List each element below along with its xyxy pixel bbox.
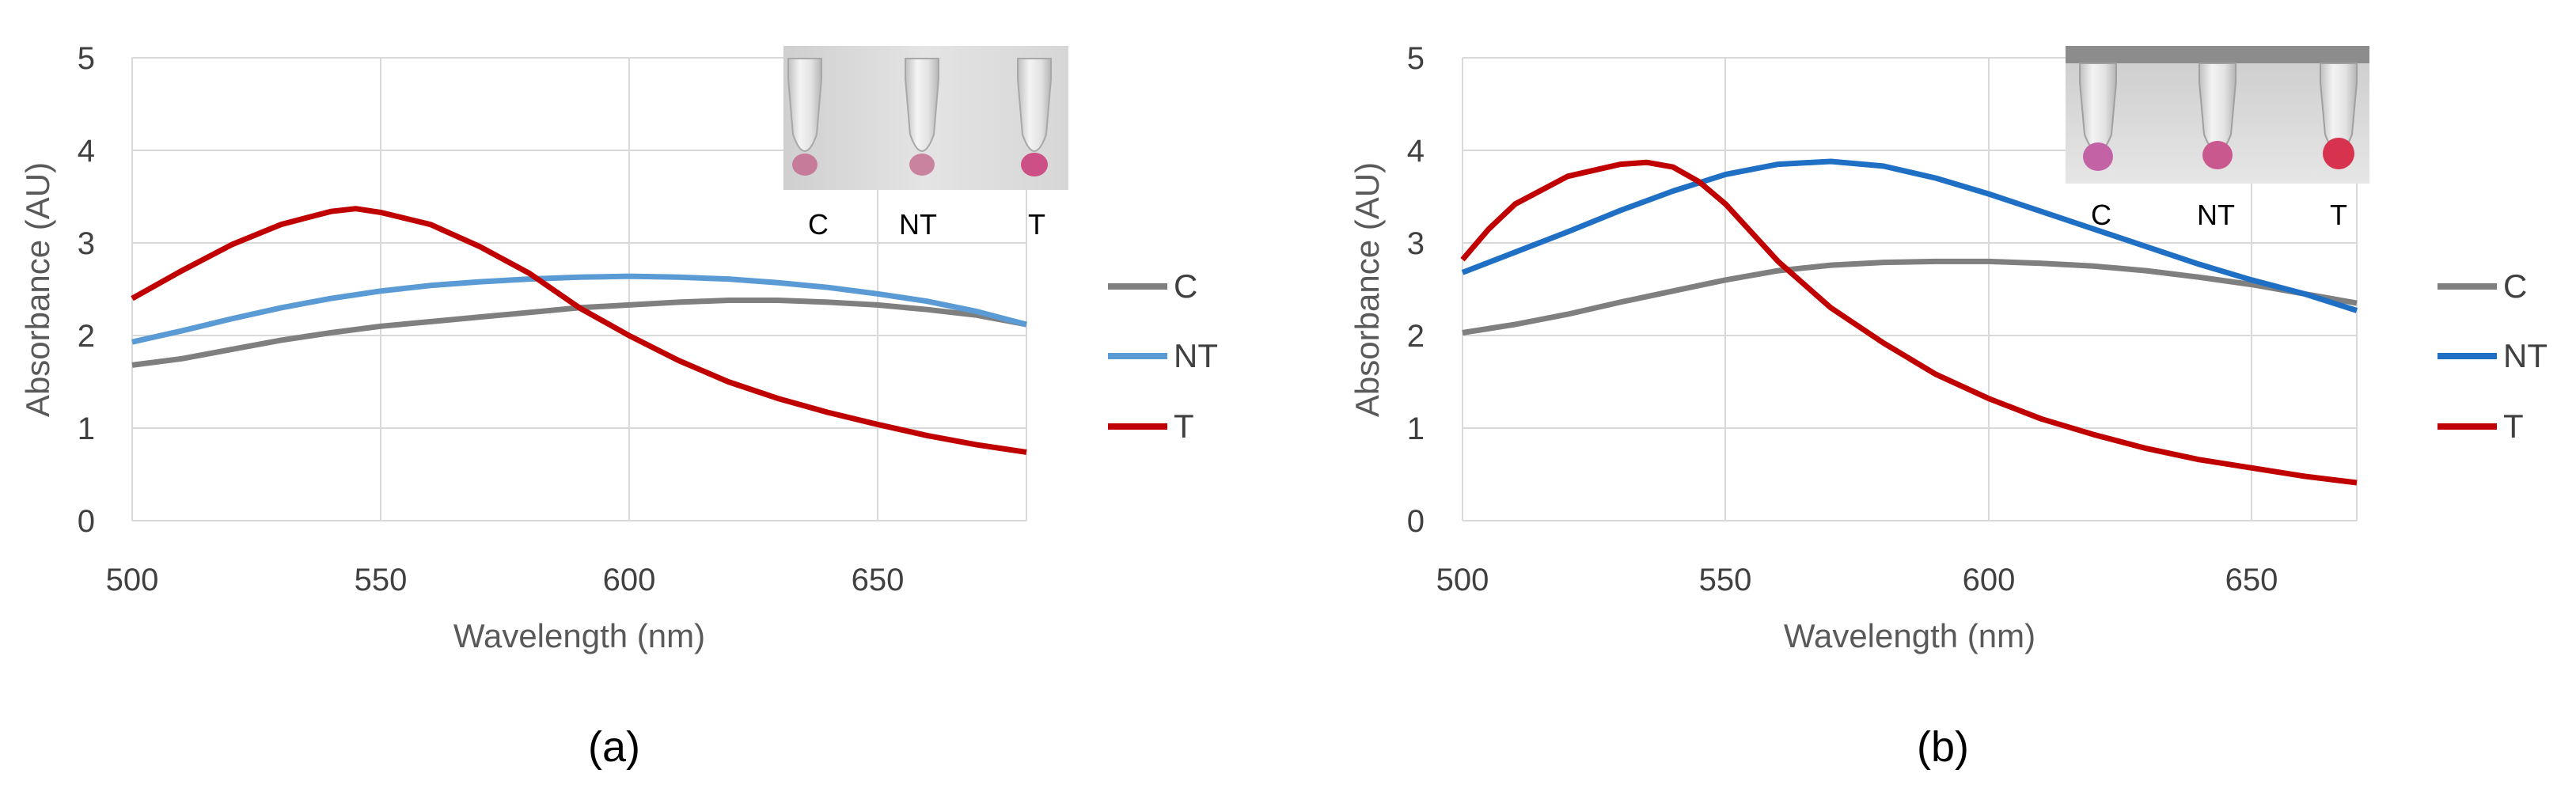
legend-label: T <box>2503 408 2524 445</box>
legend-item-t: T <box>2438 408 2524 445</box>
series-line-c <box>1462 258 2358 336</box>
tube-label: T <box>1028 208 1045 241</box>
series-line-t <box>1460 159 2358 486</box>
y-tick-label: 4 <box>78 134 95 169</box>
panel-b-legend: C NT T <box>2438 267 2548 445</box>
legend-label: C <box>1174 267 1197 305</box>
y-tick-label: 1 <box>78 411 95 446</box>
y-tick-label: 0 <box>1407 504 1425 539</box>
legend-item-t: T <box>1108 408 1194 445</box>
legend-item-c: C <box>2438 267 2527 305</box>
y-tick-label: 0 <box>78 504 95 539</box>
tube-label: T <box>2330 199 2347 231</box>
x-tick-label: 650 <box>852 563 905 597</box>
panel-a-legend: C NT T <box>1108 267 1218 445</box>
y-tick-label: 2 <box>78 319 95 354</box>
x-tick-label: 550 <box>355 563 408 597</box>
panel-b-x-ticks: 500 550 600 650 <box>1436 563 2278 597</box>
panel-a-label: (a) <box>588 723 640 771</box>
tube-nt <box>2199 63 2236 169</box>
panel-b-x-axis-title: Wavelength (nm) <box>1784 617 2035 654</box>
series-line-t <box>131 206 1027 455</box>
panel-a-y-ticks: 0 1 2 3 4 5 <box>78 41 95 539</box>
tube-label: C <box>808 208 829 241</box>
panel-b-y-axis-title: Absorbance (AU) <box>1349 162 1386 417</box>
tube-c <box>787 58 822 176</box>
tube-t <box>2320 63 2358 169</box>
panel-b-series <box>1460 158 2358 486</box>
legend-label: NT <box>2503 337 2548 374</box>
panel-a: 0 1 2 3 4 5 500 550 600 650 Wavelength (… <box>19 41 1218 771</box>
panel-a-y-axis-title: Absorbance (AU) <box>19 162 56 417</box>
series-line-nt <box>1461 158 2358 313</box>
y-tick-label: 5 <box>78 41 95 76</box>
legend-item-c: C <box>1108 267 1197 305</box>
tube-label: NT <box>899 208 937 241</box>
tube-c <box>2079 63 2117 171</box>
y-tick-label: 4 <box>1407 134 1425 169</box>
x-tick-label: 600 <box>603 563 656 597</box>
panel-a-tube-photo <box>783 46 1068 190</box>
series-line-nt <box>131 273 1027 345</box>
panel-a-series <box>131 206 1027 455</box>
legend-item-nt: NT <box>2438 337 2548 374</box>
x-tick-label: 550 <box>1699 563 1752 597</box>
legend-label: NT <box>1174 337 1218 374</box>
tube-nt <box>905 58 939 176</box>
legend-label: C <box>2503 267 2527 305</box>
panel-b-tube-photo <box>2066 46 2369 184</box>
tube-t <box>1017 58 1052 176</box>
legend-label: T <box>1174 408 1194 445</box>
legend-item-nt: NT <box>1108 337 1218 374</box>
panel-a-x-ticks: 500 550 600 650 <box>106 563 905 597</box>
tube-label: NT <box>2197 199 2235 231</box>
x-tick-label: 500 <box>106 563 159 597</box>
x-tick-label: 600 <box>1963 563 2016 597</box>
tube-label: C <box>2091 199 2111 231</box>
panel-a-x-axis-title: Wavelength (nm) <box>453 617 705 654</box>
panel-b-y-ticks: 0 1 2 3 4 5 <box>1407 41 1425 539</box>
y-tick-label: 1 <box>1407 411 1425 446</box>
panel-b: 0 1 2 3 4 5 500 550 600 650 Wavelength (… <box>1349 41 2548 771</box>
x-tick-label: 650 <box>2225 563 2278 597</box>
y-tick-label: 3 <box>1407 226 1425 261</box>
y-tick-label: 3 <box>78 226 95 261</box>
y-tick-label: 5 <box>1407 41 1425 76</box>
y-tick-label: 2 <box>1407 319 1425 354</box>
panel-b-label: (b) <box>1917 723 1969 771</box>
x-tick-label: 500 <box>1436 563 1489 597</box>
